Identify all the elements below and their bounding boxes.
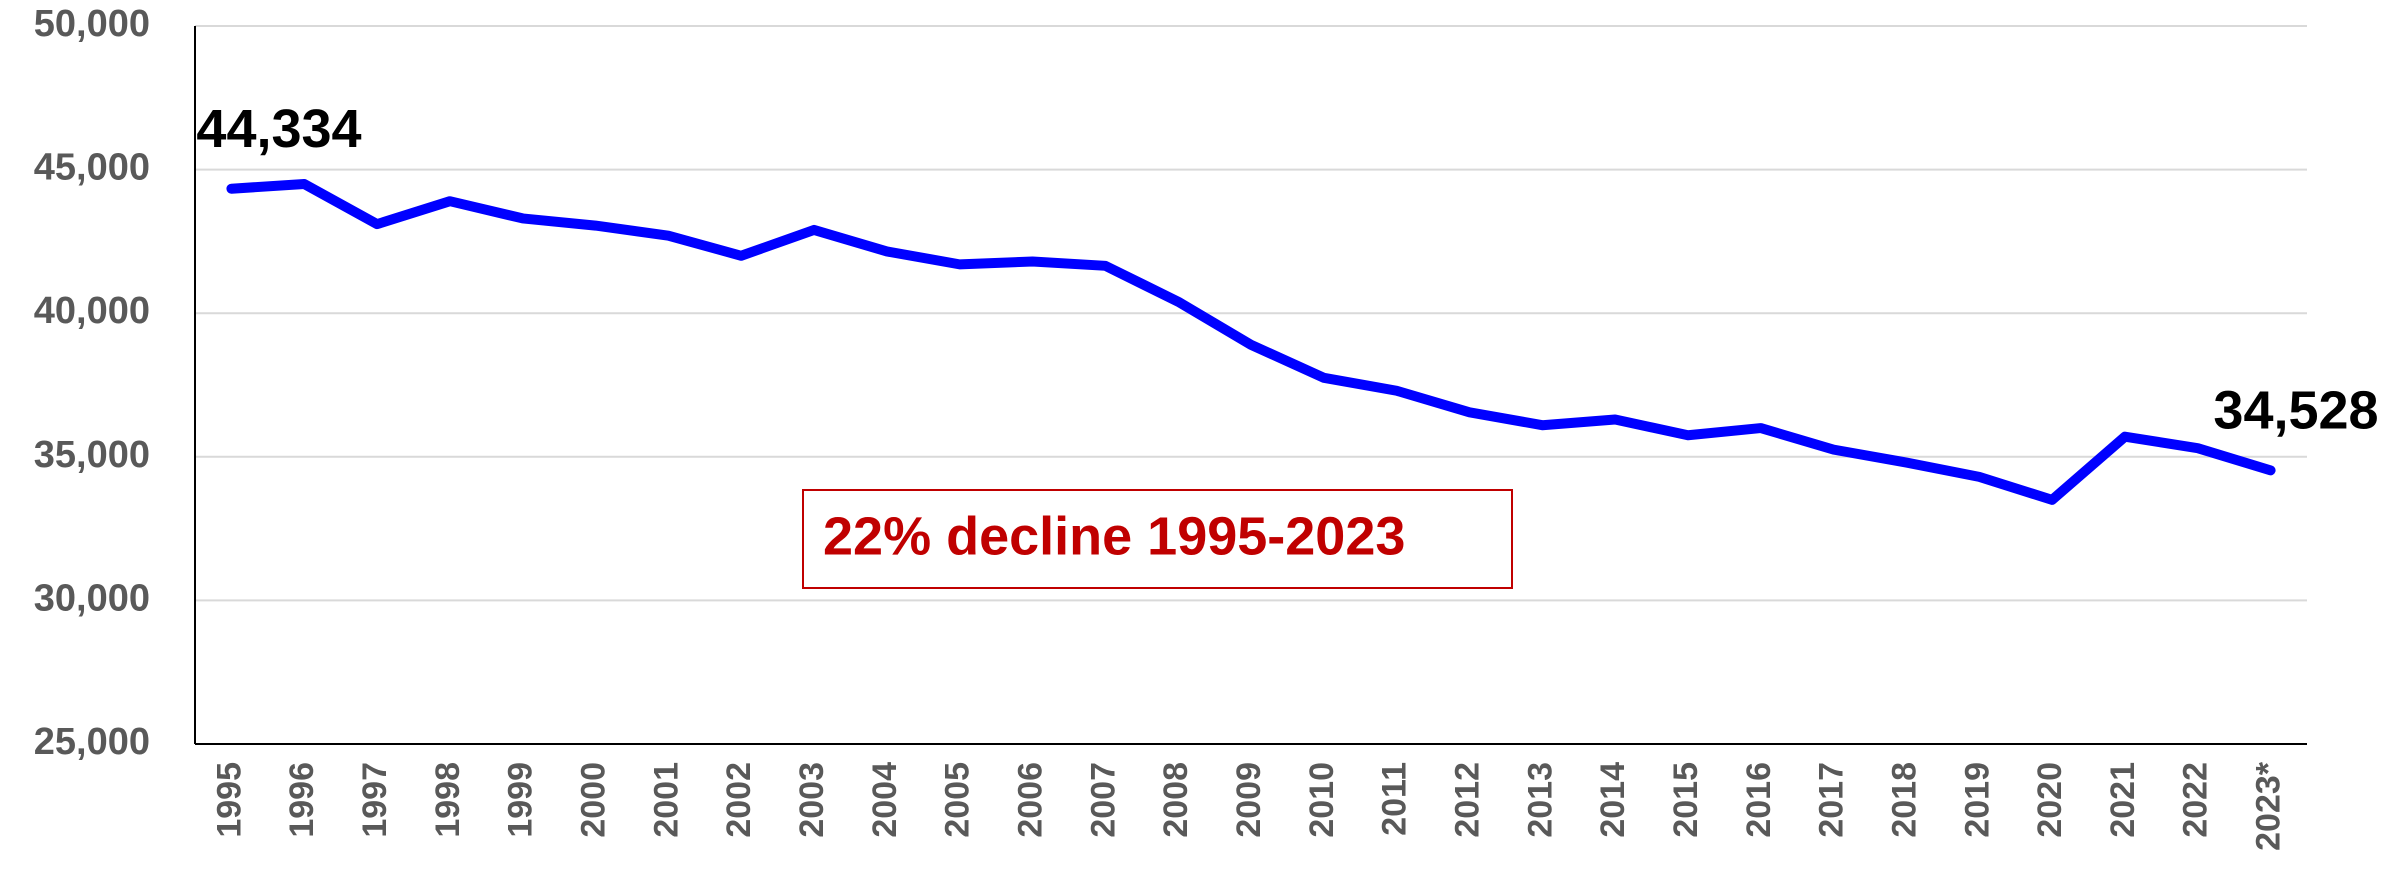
y-tick-label: 30,000 [34,577,150,619]
x-tick-label: 2011 [1376,762,1414,836]
x-tick-label: 2013 [1521,762,1559,838]
x-tick-label: 2012 [1448,762,1486,838]
x-tick-label: 2023* [2250,761,2288,851]
x-tick-label: 2000 [575,762,613,838]
x-tick-label: 2001 [647,762,685,838]
x-tick-label: 2003 [793,762,831,838]
y-tick-label: 25,000 [34,721,150,763]
x-tick-label: 2016 [1740,762,1778,838]
x-tick-label: 2019 [1958,762,1996,838]
y-tick-label: 35,000 [34,434,150,476]
x-tick-label: 1999 [502,762,540,838]
x-tick-label: 2021 [2104,762,2142,838]
y-tick-label: 50,000 [34,3,150,45]
x-tick-label: 2002 [720,762,758,838]
annotation-box [802,489,1513,589]
x-tick-label: 2009 [1230,762,1268,838]
x-tick-label: 1997 [356,762,394,838]
line [226,178,2276,505]
x-tick-label: 2005 [939,762,977,838]
y-tick-label: 40,000 [34,290,150,332]
x-tick-label: 1996 [283,762,321,838]
x-tick-label: 1995 [210,762,248,838]
x-tick-label: 2014 [1594,762,1632,838]
x-tick-label: 2017 [1813,762,1851,838]
x-tick-label: 2006 [1012,762,1050,838]
x-tick-label: 2007 [1084,762,1122,838]
x-tick-label: 2010 [1303,762,1341,838]
data-label: 44,334 [196,99,361,159]
x-tick-label: 2018 [1885,762,1923,838]
x-tick-label: 2020 [2031,762,2069,838]
data-label: 34,528 [2213,381,2378,441]
x-tick-label: 2008 [1157,762,1195,838]
x-tick-label: 2022 [2177,762,2215,838]
x-tick-label: 2004 [866,762,904,838]
x-tick-label: 2015 [1667,762,1705,838]
y-tick-label: 45,000 [34,147,150,189]
x-tick-label: 1998 [429,762,467,838]
annotation: 22% decline 1995-2023 [823,506,1405,566]
